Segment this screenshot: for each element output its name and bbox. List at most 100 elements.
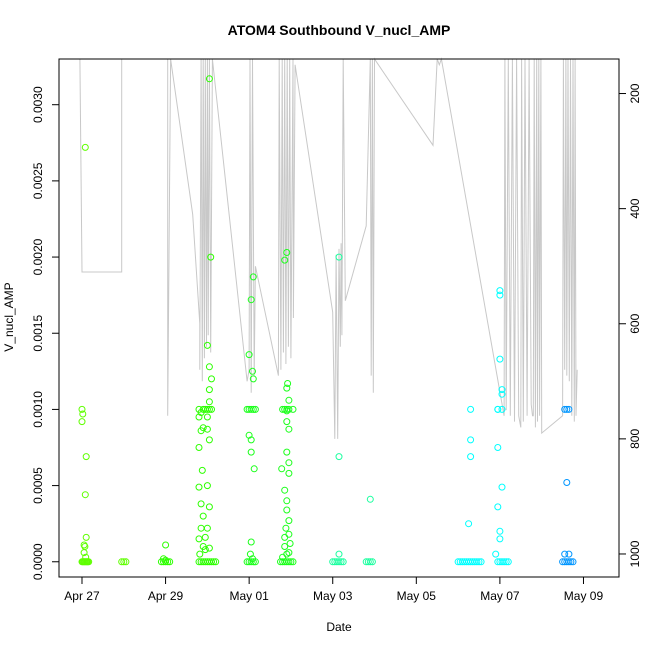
data-point (122, 558, 130, 566)
x-tick-label: Apr 29 (148, 589, 184, 603)
data-point (195, 444, 203, 451)
data-point (81, 143, 89, 151)
data-point (281, 486, 289, 494)
data-point (205, 503, 213, 511)
data-point (162, 556, 170, 564)
x-tick-label: Apr 27 (64, 589, 100, 603)
data-point (285, 517, 293, 525)
data-point (210, 558, 218, 566)
data-point (283, 497, 291, 505)
data-point (289, 405, 297, 413)
data-point (494, 405, 502, 413)
y-tick-label: 0.0005 (31, 467, 45, 504)
data-point (195, 535, 203, 543)
y-axis-title: V_nucl_AMP (2, 282, 16, 351)
x-tick-label: May 03 (313, 589, 353, 603)
x-tick-label: May 05 (397, 589, 437, 603)
data-point (205, 544, 213, 552)
data-point (208, 375, 215, 383)
data-point (160, 555, 167, 563)
y2-tick-label: 1000 (628, 540, 642, 567)
data-point (278, 465, 286, 473)
data-point (475, 558, 483, 566)
data-point (249, 367, 256, 375)
data-point (285, 469, 293, 477)
data-point (247, 296, 255, 304)
data-point (281, 543, 289, 550)
data-point (80, 541, 88, 549)
data-point (247, 538, 255, 546)
data-point (205, 405, 213, 413)
data-point (281, 405, 289, 413)
x-tick-label: May 01 (229, 589, 269, 603)
data-point (567, 558, 575, 566)
data-point (563, 479, 571, 486)
data-point (285, 558, 293, 566)
data-point (205, 75, 213, 83)
data-point (496, 287, 504, 295)
data-point (208, 558, 215, 566)
data-point (287, 558, 295, 566)
y-tick-label: 0.0015 (31, 315, 45, 352)
y2-tick-label: 400 (628, 198, 642, 218)
y-tick-label: 0.0020 (31, 238, 45, 275)
data-point (247, 448, 255, 456)
data-point (498, 483, 506, 491)
data-point (281, 256, 289, 264)
points-layer (78, 75, 577, 566)
data-point (249, 375, 257, 383)
data-point (563, 405, 571, 413)
data-point (201, 546, 209, 554)
data-point (120, 558, 128, 566)
data-point (82, 453, 90, 461)
data-point (502, 558, 510, 566)
data-point (339, 558, 347, 566)
data-point (473, 558, 481, 566)
data-point (368, 558, 376, 566)
y-tick-label: 0.0010 (31, 391, 45, 428)
data-point (203, 482, 211, 490)
data-point (118, 558, 126, 566)
data-point (78, 418, 86, 426)
data-point (279, 553, 287, 561)
y2-tick-label: 600 (628, 313, 642, 333)
plot-frame (58, 58, 620, 578)
data-point (467, 436, 475, 444)
data-point (284, 380, 292, 387)
data-point (496, 291, 504, 299)
x-tick-label: May 07 (480, 589, 520, 603)
data-point (366, 495, 374, 503)
data-point (366, 558, 374, 566)
data-point (208, 405, 215, 413)
data-point (249, 273, 257, 281)
data-point (203, 425, 211, 433)
data-point (197, 500, 205, 508)
chart-title: ATOM4 Southbound V_nucl_AMP (228, 22, 451, 38)
data-point (249, 555, 256, 563)
data-point (78, 405, 86, 413)
data-point (565, 550, 573, 558)
data-point (561, 405, 569, 413)
data-point (498, 386, 506, 394)
data-point (283, 249, 291, 256)
data-point (195, 483, 203, 491)
data-point (467, 453, 475, 461)
data-point (565, 405, 573, 413)
data-point (283, 418, 291, 426)
data-point (82, 553, 90, 561)
data-point (335, 550, 343, 558)
data-point (82, 533, 90, 541)
data-point (201, 533, 209, 541)
data-point (335, 453, 343, 461)
data-point (285, 459, 293, 467)
data-point (281, 533, 289, 541)
data-point (212, 558, 220, 566)
data-point (496, 535, 504, 543)
data-point (494, 503, 502, 511)
data-point (335, 558, 343, 566)
data-point (496, 527, 504, 535)
data-point (250, 465, 258, 473)
data-point (81, 491, 89, 499)
data-point (364, 558, 372, 566)
